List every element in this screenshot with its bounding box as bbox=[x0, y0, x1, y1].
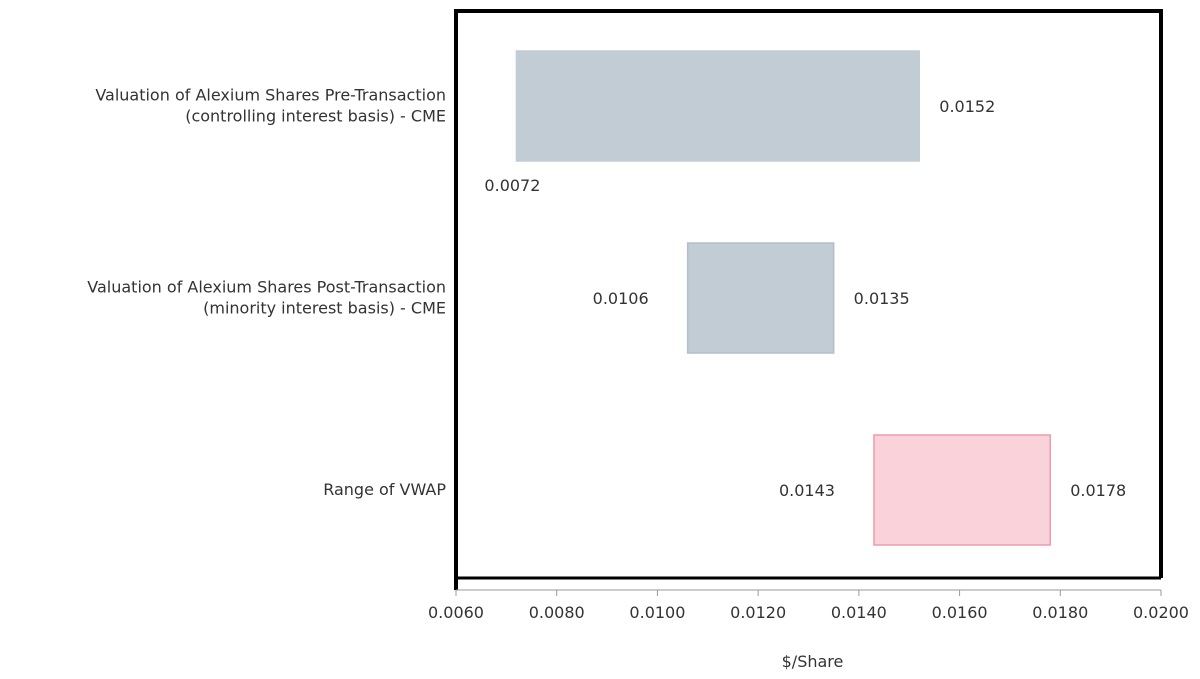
high-value-label: 0.0178 bbox=[1070, 481, 1126, 500]
low-value-label: 0.0106 bbox=[593, 289, 649, 308]
value-labels: 0.0152 0.0072 0.0135 0.0106 0.0178 0.0143 bbox=[484, 97, 1126, 500]
category-labels: Valuation of Alexium Shares Pre-Transact… bbox=[87, 86, 446, 500]
range-bar bbox=[873, 434, 1051, 546]
range-bar bbox=[515, 50, 921, 162]
x-tick-label: 0.0200 bbox=[1133, 603, 1189, 622]
x-axis: 0.0060 0.0080 0.0100 0.0120 0.0140 0.0160 0.01… bbox=[428, 589, 1189, 622]
range-bars bbox=[515, 50, 1051, 546]
low-value-label: 0.0072 bbox=[484, 176, 540, 195]
high-value-label: 0.0135 bbox=[854, 289, 910, 308]
x-tick-label: 0.0120 bbox=[730, 603, 786, 622]
x-tick-label: 0.0080 bbox=[529, 603, 585, 622]
x-tick-label: 0.0100 bbox=[629, 603, 685, 622]
x-tick-label: 0.0180 bbox=[1032, 603, 1088, 622]
x-tick-label: 0.0140 bbox=[831, 603, 887, 622]
range-bar bbox=[686, 242, 835, 354]
x-tick-label: 0.0160 bbox=[932, 603, 988, 622]
plot-border bbox=[454, 9, 1163, 590]
category-label: Range of VWAP bbox=[323, 480, 446, 499]
x-tick-label: 0.0060 bbox=[428, 603, 484, 622]
category-label: Valuation of Alexium Shares Post-Transac… bbox=[87, 278, 446, 297]
low-value-label: 0.0143 bbox=[779, 481, 835, 500]
category-label: Valuation of Alexium Shares Pre-Transact… bbox=[95, 86, 446, 105]
category-label: (controlling interest basis) - CME bbox=[185, 107, 446, 126]
plot-frame bbox=[454, 9, 1163, 590]
category-label: (minority interest basis) - CME bbox=[203, 299, 446, 318]
high-value-label: 0.0152 bbox=[939, 97, 995, 116]
x-axis-title: $/Share bbox=[782, 652, 844, 671]
